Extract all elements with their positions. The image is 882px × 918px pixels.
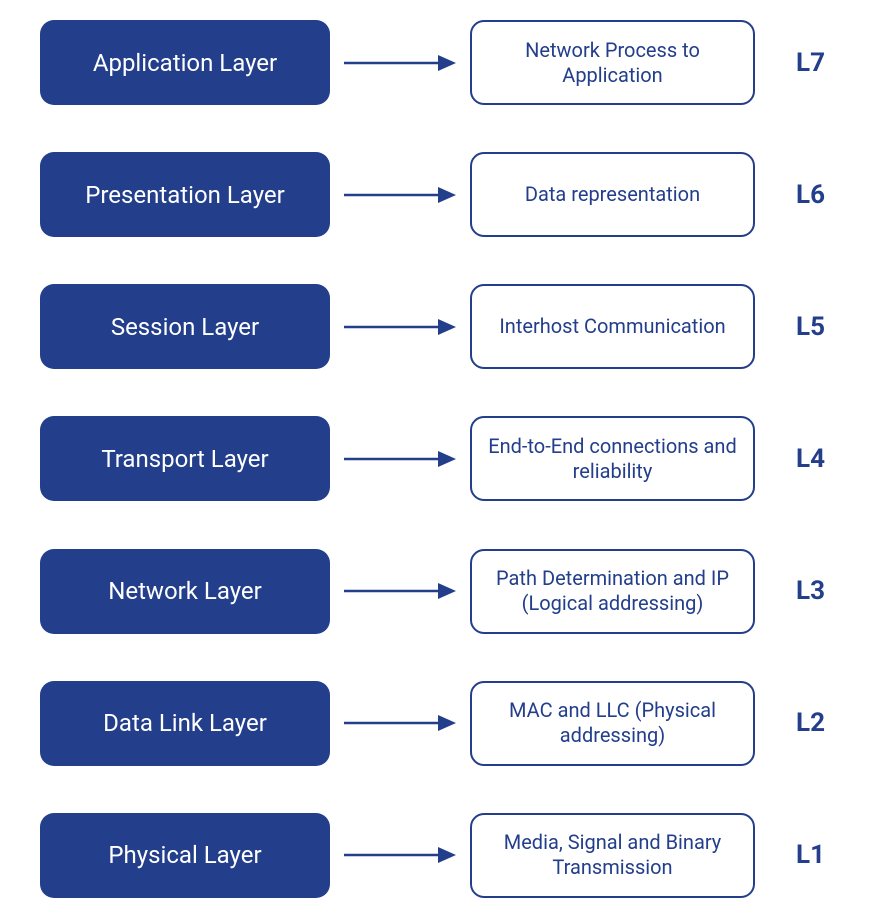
desc-box: End-to-End connections and reliability bbox=[470, 416, 755, 501]
desc-box: Data representation bbox=[470, 152, 755, 237]
osi-diagram: Application Layer Network Process to App… bbox=[0, 0, 882, 918]
diagram-row: Network Layer Path Determination and IP … bbox=[40, 549, 854, 634]
arrow-icon bbox=[330, 580, 470, 602]
level-label: L6 bbox=[755, 180, 831, 210]
desc-label: Interhost Communication bbox=[499, 314, 725, 339]
arrow-icon bbox=[330, 52, 470, 74]
diagram-row: Session Layer Interhost Communication L5 bbox=[40, 284, 854, 369]
layer-label: Presentation Layer bbox=[85, 181, 285, 209]
layer-label: Network Layer bbox=[108, 577, 262, 605]
diagram-row: Transport Layer End-to-End connections a… bbox=[40, 416, 854, 501]
layer-box: Transport Layer bbox=[40, 416, 330, 501]
diagram-row: Data Link Layer MAC and LLC (Physical ad… bbox=[40, 681, 854, 766]
arrow-icon bbox=[330, 448, 470, 470]
arrow-icon bbox=[330, 712, 470, 734]
level-label: L7 bbox=[755, 48, 831, 78]
arrow-icon bbox=[330, 184, 470, 206]
layer-label: Physical Layer bbox=[108, 841, 261, 869]
desc-box: Interhost Communication bbox=[470, 284, 755, 369]
desc-label: Network Process to Application bbox=[486, 38, 739, 88]
level-label: L4 bbox=[755, 444, 831, 474]
diagram-row: Application Layer Network Process to App… bbox=[40, 20, 854, 105]
layer-label: Transport Layer bbox=[101, 445, 268, 473]
layer-box: Data Link Layer bbox=[40, 681, 330, 766]
level-label: L5 bbox=[755, 312, 831, 342]
layer-label: Session Layer bbox=[111, 313, 259, 341]
desc-label: Data representation bbox=[525, 182, 700, 207]
diagram-row: Physical Layer Media, Signal and Binary … bbox=[40, 813, 854, 898]
layer-box: Physical Layer bbox=[40, 813, 330, 898]
arrow-icon bbox=[330, 844, 470, 866]
arrow-icon bbox=[330, 316, 470, 338]
layer-label: Data Link Layer bbox=[103, 709, 267, 737]
level-label: L3 bbox=[755, 576, 831, 606]
desc-label: End-to-End connections and reliability bbox=[486, 434, 739, 484]
desc-box: Media, Signal and Binary Transmission bbox=[470, 813, 755, 898]
desc-label: Path Determination and IP (Logical addre… bbox=[486, 566, 739, 616]
desc-box: Network Process to Application bbox=[470, 20, 755, 105]
desc-label: MAC and LLC (Physical addressing) bbox=[486, 698, 739, 748]
desc-label: Media, Signal and Binary Transmission bbox=[486, 830, 739, 880]
desc-box: Path Determination and IP (Logical addre… bbox=[470, 549, 755, 634]
layer-box: Network Layer bbox=[40, 549, 330, 634]
desc-box: MAC and LLC (Physical addressing) bbox=[470, 681, 755, 766]
layer-box: Presentation Layer bbox=[40, 152, 330, 237]
level-label: L2 bbox=[755, 708, 831, 738]
level-label: L1 bbox=[755, 840, 831, 870]
layer-box: Application Layer bbox=[40, 20, 330, 105]
layer-label: Application Layer bbox=[93, 49, 277, 77]
diagram-row: Presentation Layer Data representation L… bbox=[40, 152, 854, 237]
layer-box: Session Layer bbox=[40, 284, 330, 369]
